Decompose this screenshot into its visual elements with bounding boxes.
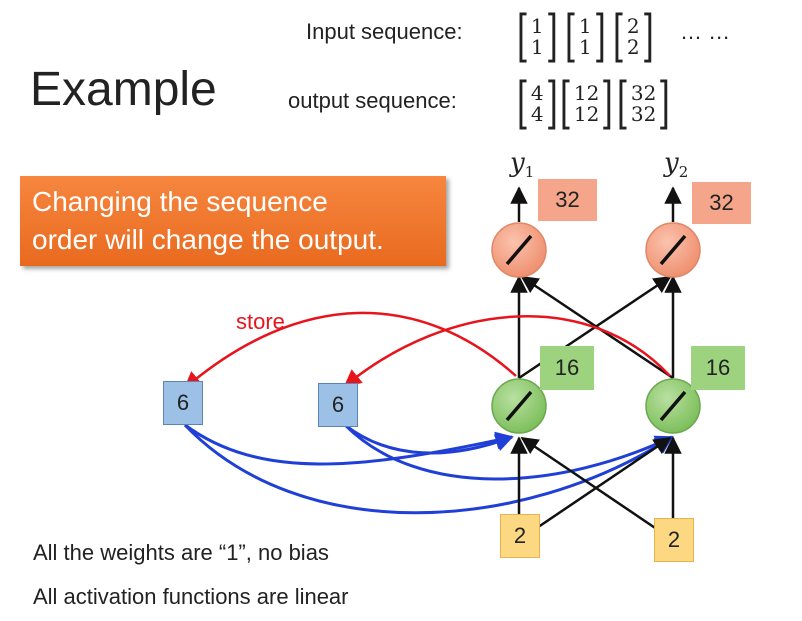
memory-1-to-hidden-1-arrow <box>184 423 514 466</box>
callout-box: Changing the sequence order will change … <box>20 176 446 266</box>
store-hidden-1-to-memory-1-arrow <box>183 311 517 390</box>
memory-2-to-hidden-2-arrow <box>343 423 674 481</box>
hidden-node-1 <box>491 378 547 434</box>
hidden-1-value: 16 <box>540 346 594 390</box>
memory-cell-1: 6 <box>163 381 203 425</box>
store-arrows <box>183 311 671 390</box>
memory-1-to-hidden-2-arrow <box>183 423 674 515</box>
input-2-to-hidden-1-arrow <box>520 436 674 542</box>
input-1-to-hidden-2-arrow <box>518 436 672 542</box>
output-1-value: 32 <box>538 179 597 221</box>
store-hidden-2-to-memory-2-arrow <box>343 315 671 388</box>
callout-line-1: Changing the sequence <box>32 186 328 217</box>
input-sequence-label: Input sequence: <box>306 19 463 44</box>
input-ellipsis: … … <box>680 19 731 44</box>
input-vector-3: [2 2] <box>612 4 654 69</box>
output-2-value: 32 <box>692 182 751 224</box>
input-vector-1: [1 1] <box>516 4 558 69</box>
input-arrows <box>510 436 682 542</box>
activation-note: All activation functions are linear <box>33 584 349 609</box>
memory-2-to-hidden-1-arrow <box>344 423 514 455</box>
hidden-2-value: 16 <box>691 346 745 390</box>
output-sequence-label: output sequence: <box>288 88 457 113</box>
input-cell-1: 2 <box>500 514 540 558</box>
output-vector-2: [12 12] <box>559 71 614 136</box>
input-vector-2: [1 1] <box>564 4 606 69</box>
weights-note: All the weights are “1”, no bias <box>33 540 329 565</box>
hidden-node-2 <box>645 378 701 434</box>
y1-label: y1 <box>510 148 535 182</box>
store-label: store <box>236 309 285 334</box>
slide-title: Example <box>30 63 217 116</box>
linear-activation-icon <box>505 390 533 422</box>
memory-cell-2: 6 <box>318 383 358 427</box>
output-vector-1: [4 4] <box>516 71 558 136</box>
output-node-1 <box>491 222 547 278</box>
linear-activation-icon <box>659 390 687 422</box>
output-node-2 <box>645 222 701 278</box>
callout-line-2: order will change the output. <box>32 224 384 255</box>
output-vector-3: [32 32] <box>616 71 671 136</box>
memory-arrows <box>183 423 674 515</box>
linear-activation-icon <box>505 234 533 266</box>
input-cell-2: 2 <box>654 518 694 562</box>
y2-label: y2 <box>664 148 689 182</box>
linear-activation-icon <box>659 234 687 266</box>
